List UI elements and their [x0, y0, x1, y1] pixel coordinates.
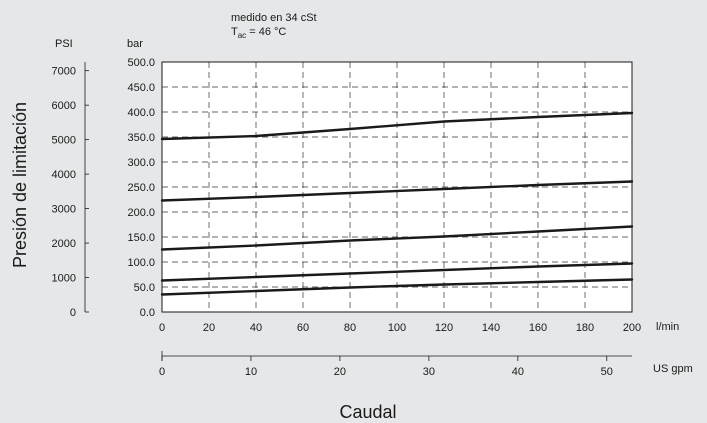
x-tick-label-lmin: 120 — [435, 322, 453, 334]
x-tick-label-gpm: 0 — [159, 366, 165, 378]
y-tick-label-psi: 5000 — [52, 135, 76, 147]
y-tick-label-psi: 6000 — [52, 100, 76, 112]
y-tick-label-bar: 50.0 — [134, 282, 155, 294]
y-tick-label-psi: 2000 — [52, 238, 76, 250]
series-line-2 — [160, 262, 634, 282]
y-tick-label-bar: 100.0 — [127, 257, 155, 269]
y-tick-label-psi: 4000 — [52, 169, 76, 181]
y-axis-label: Presión de limitación — [10, 102, 30, 268]
series-line-4 — [160, 180, 634, 202]
x-tick-label-gpm: 20 — [334, 366, 346, 378]
series-line-3 — [160, 225, 634, 251]
y-tick-label-bar: 0.0 — [140, 307, 155, 319]
gpm-unit-label: US gpm — [653, 363, 693, 375]
y-tick-label-bar: 350.0 — [127, 132, 155, 144]
x-tick-label-lmin: 40 — [250, 322, 262, 334]
y-tick-label-bar: 400.0 — [127, 107, 155, 119]
x-tick-label-gpm: 30 — [423, 366, 435, 378]
x-tick-label-gpm: 10 — [245, 366, 257, 378]
y-tick-label-psi: 1000 — [52, 273, 76, 285]
x-tick-label-lmin: 160 — [529, 322, 547, 334]
x-tick-label-lmin: 0 — [159, 322, 165, 334]
y-tick-label-bar: 150.0 — [127, 232, 155, 244]
y-tick-label-psi: 0 — [70, 307, 76, 319]
x-tick-label-lmin: 180 — [576, 322, 594, 334]
x-axis-label: Caudal — [339, 402, 396, 422]
plot-frame — [161, 61, 633, 313]
x-tick-label-gpm: 40 — [512, 366, 524, 378]
x-tick-label-lmin: 140 — [482, 322, 500, 334]
x-tick-label-lmin: 100 — [388, 322, 406, 334]
y-tick-label-bar: 500.0 — [127, 57, 155, 69]
annotation-line2: Tac = 46 °C — [231, 26, 286, 40]
bar-unit-label: bar — [127, 38, 143, 50]
y-tick-label-bar: 200.0 — [127, 207, 155, 219]
annotation-line1: medido en 34 cSt — [231, 12, 317, 24]
y-tick-label-psi: 3000 — [52, 204, 76, 216]
y-tick-label-bar: 250.0 — [127, 182, 155, 194]
psi-unit-label: PSI — [55, 38, 73, 50]
x-tick-label-lmin: 80 — [344, 322, 356, 334]
y-tick-label-psi: 7000 — [52, 66, 76, 78]
lmin-unit-label: l/min — [656, 321, 679, 333]
series-line-5 — [160, 111, 634, 141]
y-tick-label-bar: 450.0 — [127, 82, 155, 94]
series-line-1 — [160, 278, 634, 296]
x-tick-label-lmin: 20 — [203, 322, 215, 334]
y-tick-label-bar: 300.0 — [127, 157, 155, 169]
x-tick-label-gpm: 50 — [601, 366, 613, 378]
x-tick-label-lmin: 60 — [297, 322, 309, 334]
x-tick-label-lmin: 200 — [623, 322, 641, 334]
